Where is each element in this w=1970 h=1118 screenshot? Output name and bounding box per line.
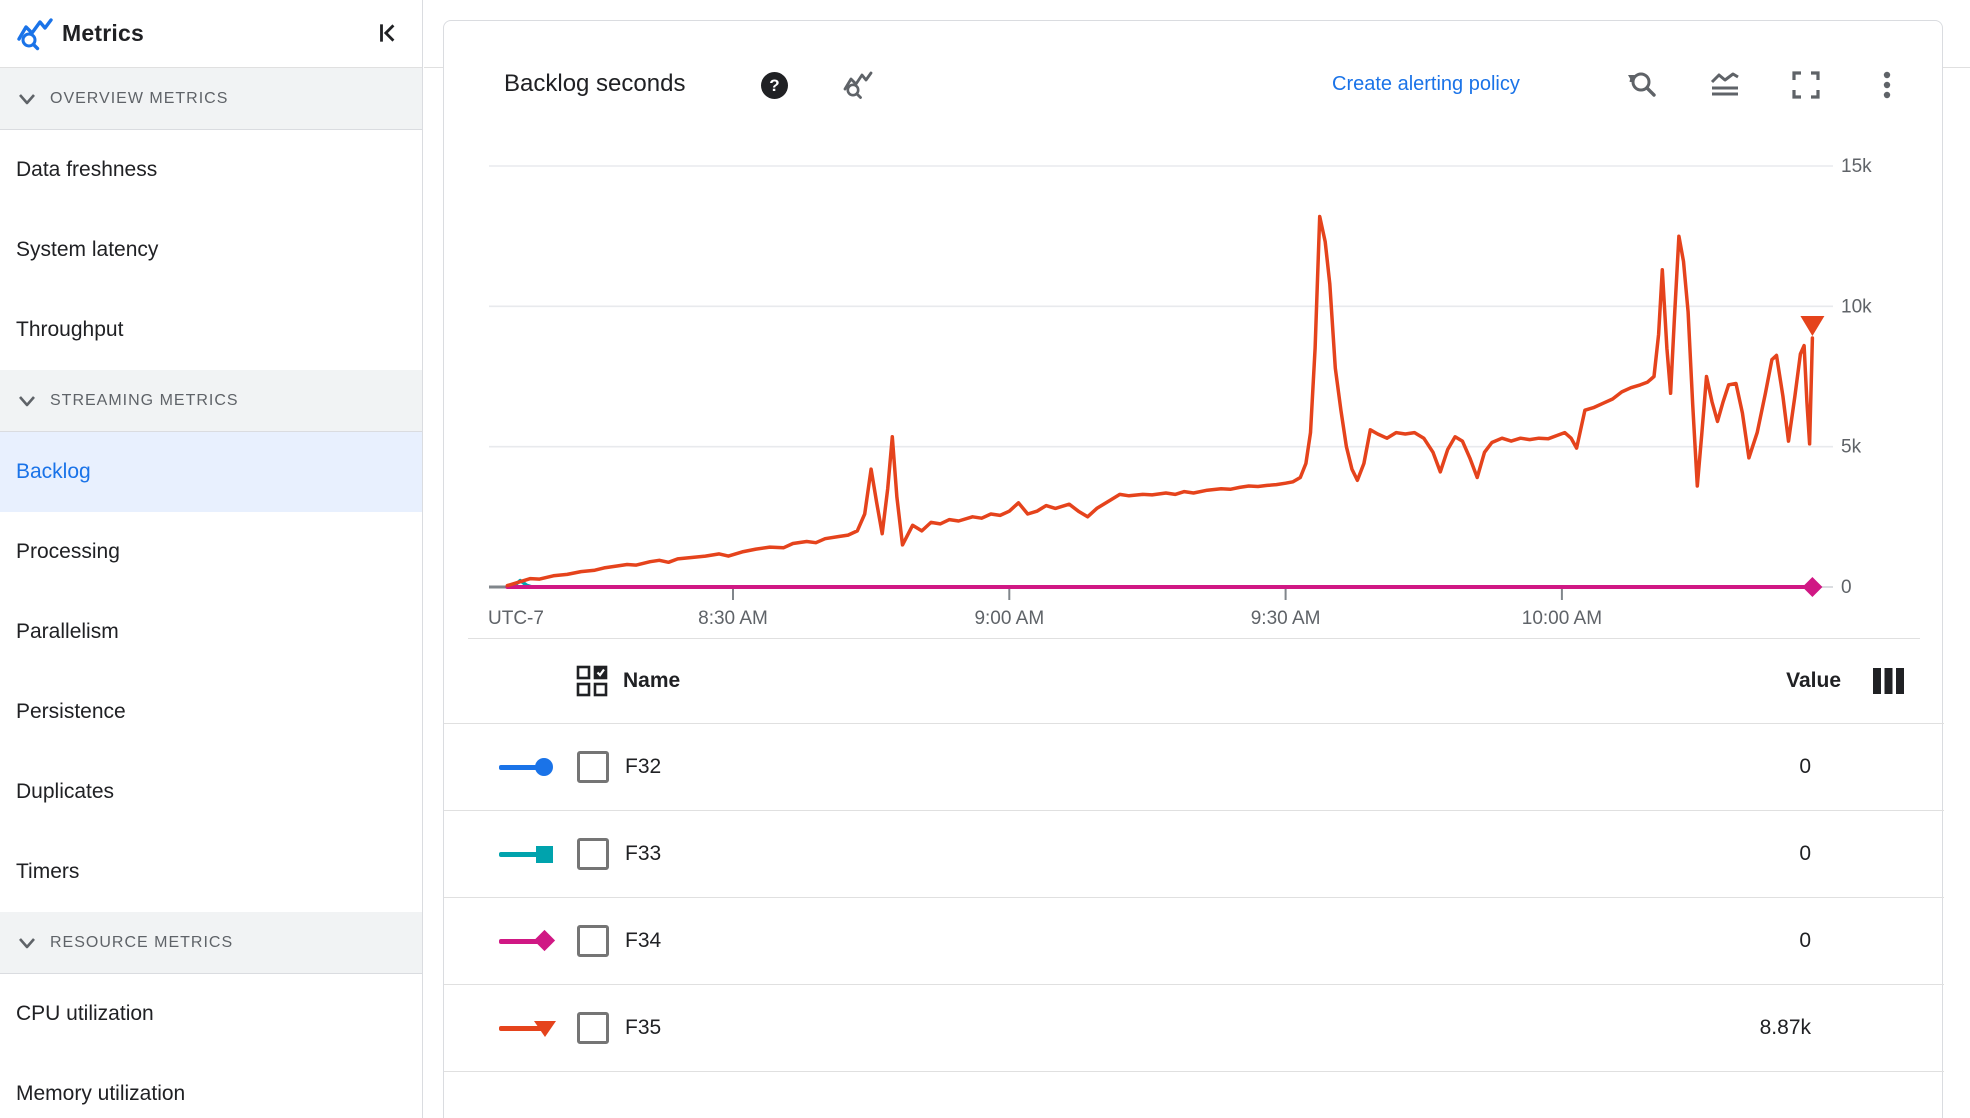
sidebar-item-timers[interactable]: Timers (0, 832, 422, 912)
svg-text:10k: 10k (1841, 296, 1872, 317)
sidebar-item-label: Backlog (16, 460, 91, 483)
name-column-header[interactable]: Name (623, 668, 681, 692)
table-row[interactable]: F33 0 (444, 811, 1944, 898)
svg-text:8:30 AM: 8:30 AM (698, 608, 768, 629)
sidebar-item-data-freshness[interactable]: Data freshness (0, 130, 422, 210)
help-icon[interactable]: ? (761, 72, 788, 99)
zoom-reset-icon[interactable] (1622, 65, 1662, 105)
sidebar-item-label: Duplicates (16, 780, 115, 803)
chevron-down-icon (18, 92, 36, 106)
section-overview-metrics[interactable]: OVERVIEW METRICS (0, 68, 422, 130)
sidebar-item-throughput[interactable]: Throughput (0, 290, 422, 370)
sidebar-item-parallelism[interactable]: Parallelism (0, 592, 422, 672)
sidebar-item-label: Throughput (16, 318, 124, 341)
metrics-logo-icon (17, 17, 53, 50)
series-name: F32 (625, 755, 662, 778)
row-checkbox[interactable] (577, 925, 609, 957)
svg-text:10:00 AM: 10:00 AM (1522, 608, 1602, 629)
section-label: RESOURCE METRICS (50, 933, 234, 951)
main-content: Backlog EXPORT TO CLOUD DASHBOARD Backlo… (424, 0, 1970, 1118)
section-streaming-metrics[interactable]: STREAMING METRICS (0, 370, 422, 432)
divider (468, 638, 1920, 639)
section-label: STREAMING METRICS (50, 391, 239, 409)
sidebar-item-cpu-utilization[interactable]: CPU utilization (0, 974, 422, 1054)
select-all-series-icon[interactable] (574, 663, 610, 699)
sidebar-item-label: Data freshness (16, 158, 158, 181)
sidebar-item-persistence[interactable]: Persistence (0, 672, 422, 752)
sidebar-item-label: Memory utilization (16, 1082, 186, 1105)
sidebar-item-processing[interactable]: Processing (0, 512, 422, 592)
svg-text:UTC-7: UTC-7 (488, 608, 544, 629)
table-row[interactable]: F34 0 (444, 898, 1944, 985)
series-value: 8.87k (1759, 1016, 1811, 1039)
series-marker-f33 (499, 844, 555, 864)
series-value: 0 (1799, 755, 1811, 778)
sidebar-item-label: Processing (16, 540, 120, 563)
row-checkbox[interactable] (577, 838, 609, 870)
collapse-sidebar-icon[interactable] (372, 17, 404, 49)
sidebar-item-label: Timers (16, 860, 80, 883)
series-name: F34 (625, 929, 662, 952)
create-alerting-policy-link[interactable]: Create alerting policy (1332, 73, 1520, 95)
sidebar-header: Metrics (0, 0, 422, 68)
series-marker-f32 (499, 757, 555, 777)
svg-text:15k: 15k (1841, 156, 1872, 177)
sidebar-item-backlog[interactable]: Backlog (0, 432, 422, 512)
table-row[interactable]: F35 8.87k (444, 985, 1944, 1072)
backlog-line-chart[interactable]: 0 5k 10k 15k 8:30 AM 9:00 AM 9:30 AM 10:00 AM UT… (444, 121, 1944, 651)
section-resource-metrics[interactable]: RESOURCE METRICS (0, 912, 422, 974)
chevron-down-icon (18, 394, 36, 408)
section-label: OVERVIEW METRICS (50, 89, 229, 107)
metrics-explorer-icon[interactable] (842, 70, 874, 100)
series-value: 0 (1799, 842, 1811, 865)
series-value: 0 (1799, 929, 1811, 952)
chart-title: Backlog seconds (504, 70, 686, 97)
sidebar-item-label: Persistence (16, 700, 126, 723)
sidebar-item-label: System latency (16, 238, 159, 261)
area-chart-toggle-icon[interactable] (1705, 65, 1745, 105)
chart-card: Backlog seconds ? Create alerting policy (443, 20, 1944, 1118)
sidebar-item-memory-utilization[interactable]: Memory utilization (0, 1054, 422, 1118)
svg-text:0: 0 (1841, 577, 1852, 598)
sidebar-title: Metrics (62, 20, 144, 46)
svg-text:5k: 5k (1841, 437, 1862, 458)
table-row[interactable]: F32 0 (444, 724, 1944, 811)
series-name: F35 (625, 1016, 662, 1039)
value-column-header[interactable]: Value (1786, 668, 1841, 692)
series-marker-f35 (499, 1018, 556, 1038)
sidebar-item-label: Parallelism (16, 620, 119, 643)
columns-icon[interactable] (1871, 666, 1906, 696)
fullscreen-icon[interactable] (1786, 65, 1826, 105)
sidebar-item-system-latency[interactable]: System latency (0, 210, 422, 290)
svg-text:9:30 AM: 9:30 AM (1251, 608, 1321, 629)
more-options-icon[interactable] (1867, 65, 1907, 105)
svg-text:9:00 AM: 9:00 AM (974, 608, 1044, 629)
chevron-down-icon (18, 936, 36, 950)
sidebar-item-duplicates[interactable]: Duplicates (0, 752, 422, 832)
sidebar-item-label: CPU utilization (16, 1002, 154, 1025)
series-name: F33 (625, 842, 662, 865)
row-checkbox[interactable] (577, 751, 609, 783)
series-marker-f34 (499, 929, 556, 952)
metrics-sidebar: Metrics OVERVIEW METRICS Data freshness … (0, 0, 423, 1118)
legend-table-header: Name Value (444, 638, 1944, 724)
row-checkbox[interactable] (577, 1012, 609, 1044)
